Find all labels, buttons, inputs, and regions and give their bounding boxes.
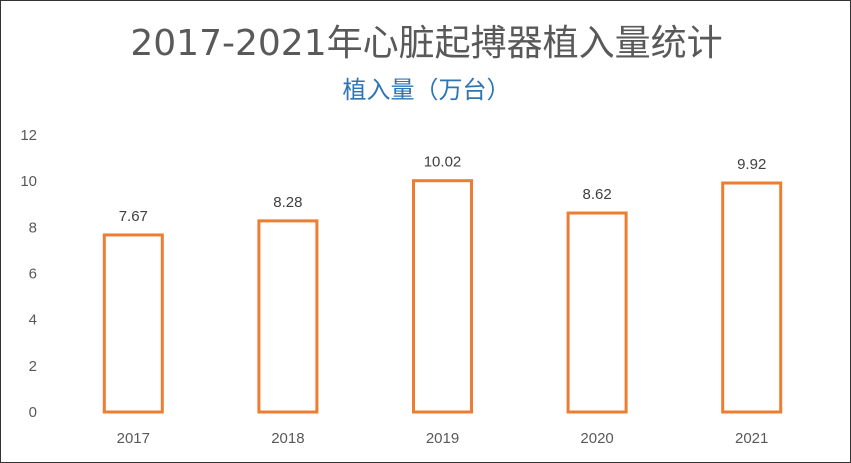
- bar-2020: [566, 211, 628, 414]
- x-tick-label-2018: 2018: [271, 430, 304, 447]
- x-tick-label-2020: 2020: [580, 430, 613, 447]
- y-tick-label: 2: [29, 358, 37, 375]
- x-tick-label-2021: 2021: [735, 430, 768, 447]
- y-tick-label: 10: [20, 173, 37, 190]
- bar-2017: [102, 233, 164, 414]
- chart-subtitle: 植入量（万台）: [342, 76, 511, 104]
- x-tick-label-2017: 2017: [117, 430, 150, 447]
- data-label-2018: 8.28: [273, 194, 302, 211]
- y-tick-label: 0: [29, 404, 37, 421]
- bar-2021: [721, 181, 783, 414]
- y-tick-label: 4: [29, 312, 37, 329]
- y-tick-label: 6: [29, 266, 37, 283]
- y-tick-label: 8: [29, 219, 37, 236]
- bar-2018: [257, 219, 319, 414]
- data-label-2021: 9.92: [737, 156, 766, 173]
- y-tick-label: 12: [20, 127, 37, 144]
- data-label-2020: 8.62: [582, 186, 611, 203]
- data-label-2019: 10.02: [424, 154, 462, 171]
- bar-2019: [412, 179, 473, 414]
- chart-title: 2017-2021年心脏起搏器植入量统计: [130, 23, 723, 64]
- data-label-2017: 7.67: [119, 208, 148, 225]
- x-tick-label-2019: 2019: [426, 430, 459, 447]
